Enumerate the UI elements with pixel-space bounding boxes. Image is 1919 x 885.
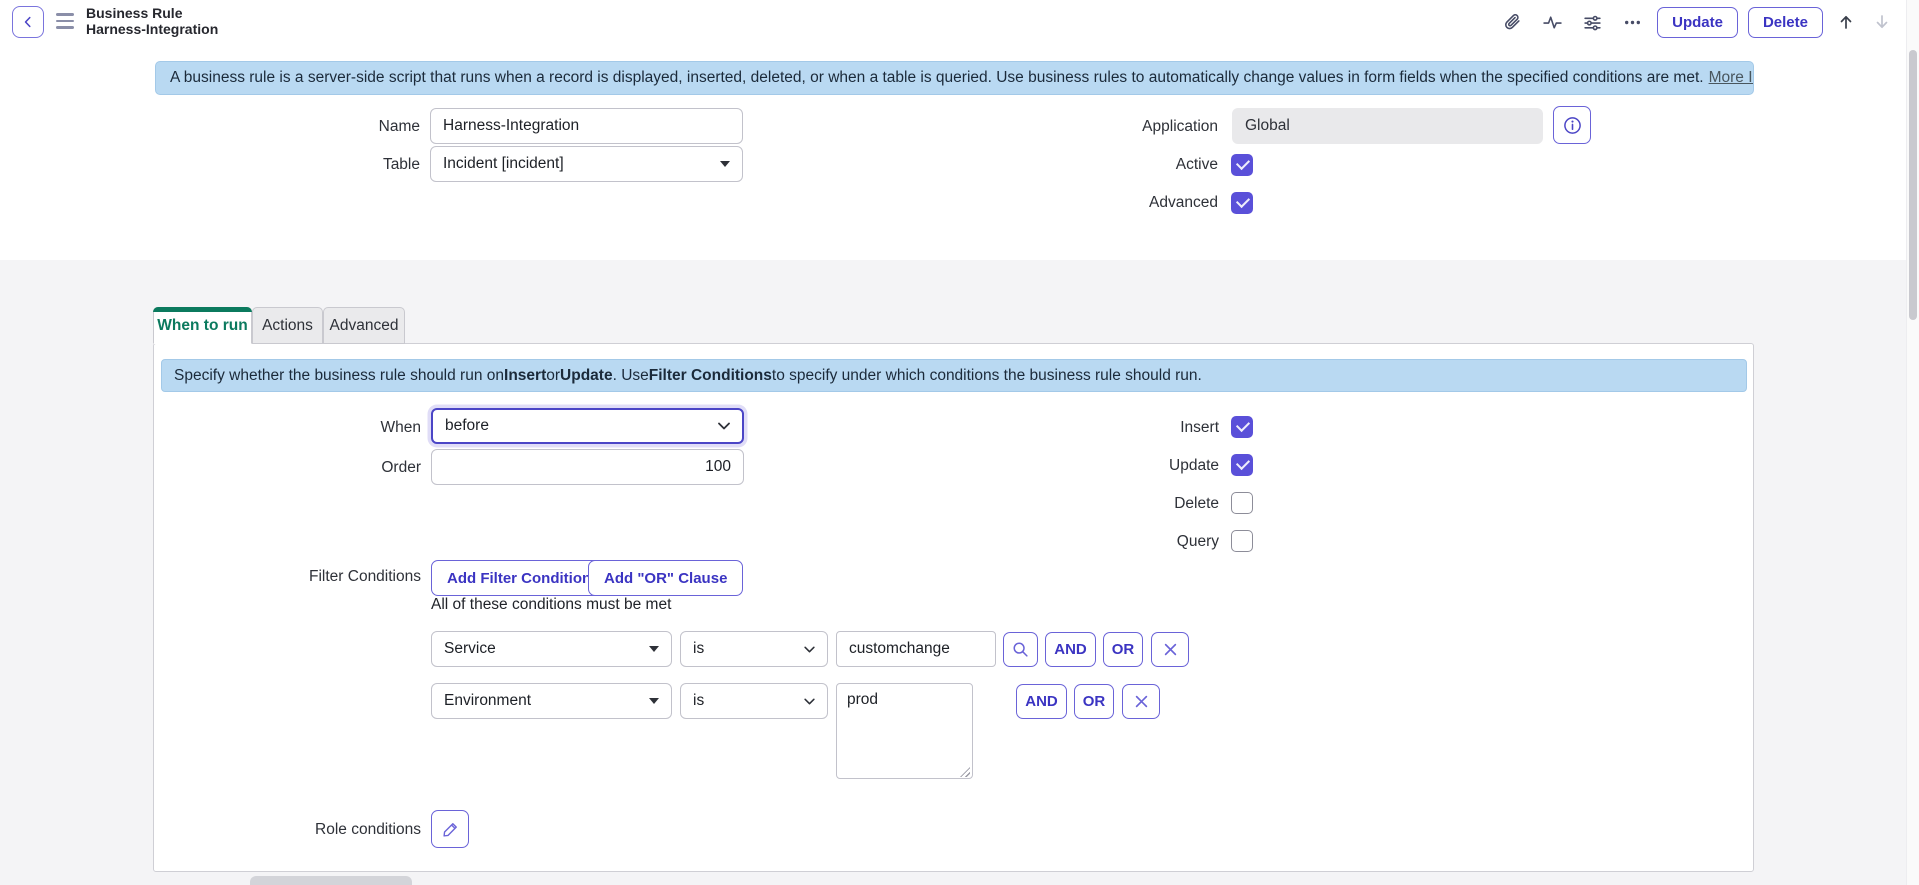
chevron-down-icon	[804, 646, 815, 653]
application-field-label: Application	[1142, 118, 1218, 135]
condition-row1-lookup-button[interactable]	[1003, 632, 1038, 667]
table-select[interactable]: Incident [incident]	[430, 146, 743, 182]
more-options-ellipsis-icon[interactable]	[1617, 7, 1647, 37]
banner-bold-update: Update	[560, 366, 613, 384]
activity-pulse-icon[interactable]	[1537, 7, 1567, 37]
attachment-paperclip-icon[interactable]	[1497, 7, 1527, 37]
previous-record-arrow-up-icon[interactable]	[1833, 9, 1859, 35]
add-filter-condition-button[interactable]: Add Filter Condition	[431, 560, 608, 596]
table-field-label: Table	[382, 156, 420, 173]
chevron-down-icon	[804, 698, 815, 705]
info-circle-icon	[1563, 116, 1582, 135]
application-info-button[interactable]	[1553, 106, 1591, 144]
condition-row2-value-textarea[interactable]: prod	[836, 683, 973, 779]
vertical-scrollbar[interactable]	[1906, 0, 1919, 885]
tab-when-to-run[interactable]: When to run	[153, 307, 252, 344]
advanced-field-label: Advanced	[1149, 194, 1218, 211]
condition-row1-or-button[interactable]: OR	[1103, 632, 1143, 667]
name-field-label: Name	[378, 118, 420, 135]
condition-row2-operator-select[interactable]: is	[680, 683, 828, 719]
add-or-clause-button[interactable]: Add "OR" Clause	[588, 560, 744, 596]
conditions-must-be-met-text: All of these conditions must be met	[431, 596, 672, 613]
insert-checkbox[interactable]	[1231, 416, 1253, 438]
filter-conditions-label: Filter Conditions	[309, 568, 421, 585]
when-to-run-panel: Specify whether the business rule should…	[153, 343, 1754, 872]
header-actions: Update Delete	[1497, 0, 1895, 44]
query-checkbox[interactable]	[1231, 530, 1253, 552]
close-x-icon	[1164, 643, 1177, 656]
textarea-resize-grip-icon[interactable]	[960, 767, 971, 778]
caret-down-icon	[720, 161, 730, 167]
condition-row2-and-button[interactable]: AND	[1016, 684, 1067, 719]
condition-row2-or-button[interactable]: OR	[1074, 684, 1114, 719]
next-record-arrow-down-icon[interactable]	[1869, 9, 1895, 35]
tab-when-to-run-label: When to run	[157, 316, 248, 334]
tab-advanced[interactable]: Advanced	[323, 307, 405, 344]
banner-bold-filter-conditions: Filter Conditions	[648, 366, 772, 384]
order-field-label: Order	[381, 459, 421, 476]
caret-down-icon	[649, 698, 659, 704]
context-menu-icon[interactable]	[56, 13, 74, 29]
search-icon	[1012, 641, 1029, 658]
condition-row1-delete-button[interactable]	[1151, 632, 1189, 667]
banner-bold-insert: Insert	[504, 366, 547, 384]
partial-next-section	[250, 876, 412, 885]
update-checkbox[interactable]	[1231, 454, 1253, 476]
order-input[interactable]	[431, 449, 744, 485]
edit-role-conditions-button[interactable]	[431, 810, 469, 848]
page-title: Business Rule Harness-Integration	[86, 5, 218, 37]
close-x-icon	[1135, 695, 1148, 708]
query-field-label: Query	[1176, 533, 1219, 550]
update-field-label: Update	[1169, 457, 1219, 474]
record-type-title: Business Rule	[86, 5, 183, 21]
back-button[interactable]	[12, 6, 44, 38]
role-conditions-label: Role conditions	[315, 821, 421, 838]
banner-seg1: Specify whether the business rule should…	[174, 366, 505, 384]
active-checkbox[interactable]	[1231, 154, 1253, 176]
header-bar: Business Rule Harness-Integration Update…	[0, 0, 1919, 44]
tab-actions[interactable]: Actions	[252, 307, 323, 344]
condition-row1-field-value: Service	[444, 640, 496, 657]
update-button[interactable]: Update	[1657, 6, 1738, 38]
panel-info-banner: Specify whether the business rule should…	[161, 359, 1747, 392]
condition-row1-and-button[interactable]: AND	[1045, 632, 1096, 667]
chevron-down-icon	[718, 422, 730, 430]
when-select[interactable]: before	[431, 408, 744, 444]
scrollbar-thumb[interactable]	[1909, 50, 1917, 320]
advanced-checkbox[interactable]	[1231, 192, 1253, 214]
banner-seg2: or	[546, 366, 561, 384]
delete-checkbox[interactable]	[1231, 492, 1253, 514]
table-select-value: Incident [incident]	[443, 155, 564, 172]
delete-field-label: Delete	[1174, 495, 1219, 512]
info-banner-text: A business rule is a server-side script …	[170, 69, 1704, 86]
condition-row1-value-input[interactable]	[836, 631, 996, 667]
condition-row1-operator-value: is	[693, 640, 705, 657]
condition-row2-operator-value: is	[693, 692, 705, 709]
info-banner: A business rule is a server-side script …	[155, 61, 1754, 95]
condition-row1-operator-select[interactable]: is	[680, 631, 828, 667]
more-info-link[interactable]: More Info	[1708, 69, 1753, 86]
application-readonly-input	[1232, 108, 1543, 144]
pencil-edit-icon	[442, 821, 459, 838]
insert-field-label: Insert	[1180, 419, 1219, 436]
delete-button[interactable]: Delete	[1747, 6, 1823, 38]
active-field-label: Active	[1175, 156, 1218, 173]
when-select-value: before	[445, 417, 489, 434]
personalize-form-sliders-icon[interactable]	[1577, 7, 1607, 37]
caret-down-icon	[649, 646, 659, 652]
tab-actions-label: Actions	[262, 316, 313, 334]
banner-seg3: . Use	[612, 366, 649, 384]
banner-seg4: to specify under which conditions the bu…	[771, 366, 1202, 384]
chevron-left-icon	[21, 15, 35, 29]
condition-row2-delete-button[interactable]	[1122, 684, 1160, 719]
name-input[interactable]	[430, 108, 743, 144]
condition-row2-field-select[interactable]: Environment	[431, 683, 672, 719]
record-name-title: Harness-Integration	[86, 21, 219, 37]
condition-row2-field-value: Environment	[444, 692, 532, 709]
tab-advanced-label: Advanced	[329, 316, 399, 334]
when-field-label: When	[380, 419, 422, 436]
condition-row1-field-select[interactable]: Service	[431, 631, 672, 667]
